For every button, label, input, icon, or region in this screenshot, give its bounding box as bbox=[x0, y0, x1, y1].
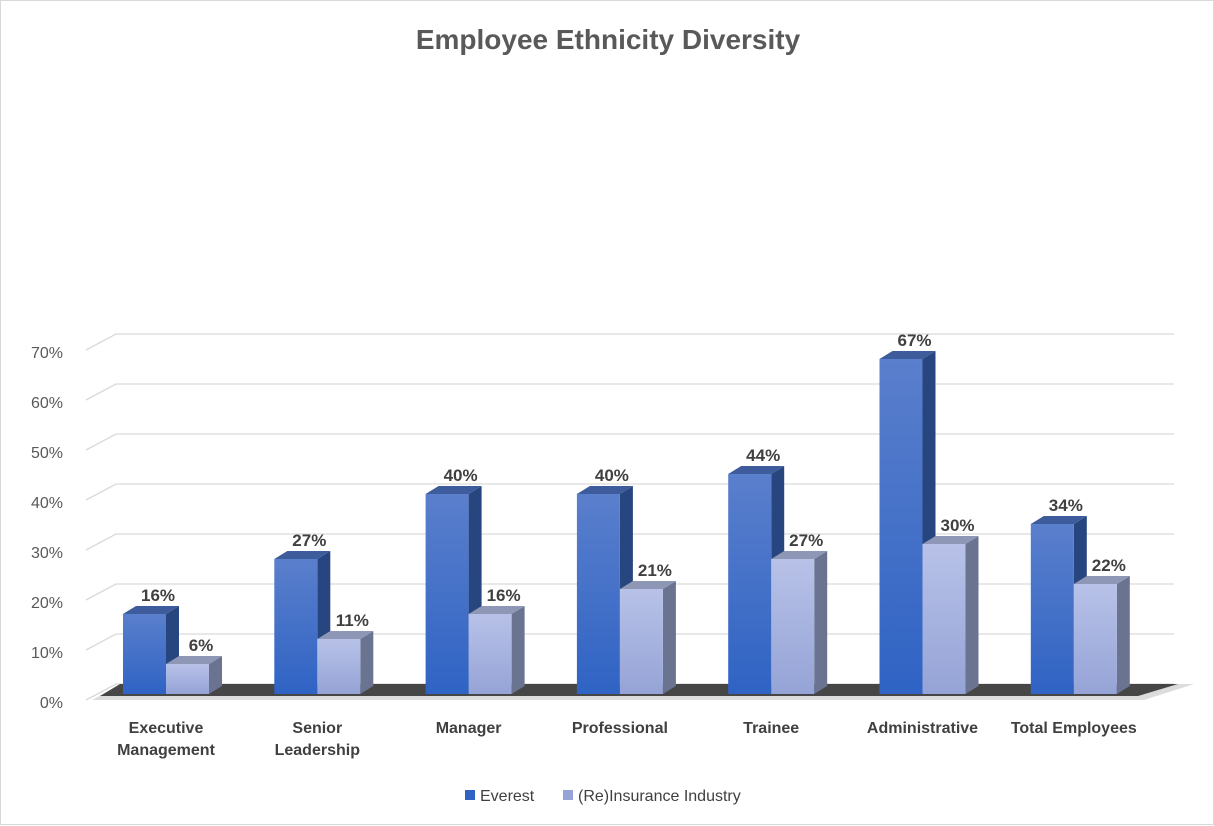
bar-industry bbox=[1073, 584, 1117, 694]
chart-title: Employee Ethnicity Diversity bbox=[416, 24, 801, 55]
bar-everest bbox=[576, 494, 620, 694]
data-label: 34% bbox=[1049, 496, 1083, 515]
data-label: 44% bbox=[746, 446, 780, 465]
y-tick-label: 20% bbox=[31, 595, 63, 612]
bar-everest bbox=[728, 474, 772, 694]
x-tick-label: Administrative bbox=[867, 720, 978, 737]
data-label: 40% bbox=[595, 466, 629, 485]
x-tick-label: Manager bbox=[436, 720, 502, 737]
bar-side bbox=[360, 631, 374, 694]
bar-top bbox=[1073, 576, 1130, 584]
bar-industry bbox=[771, 559, 815, 694]
bar-top bbox=[576, 486, 633, 494]
y-tick-label: 10% bbox=[31, 645, 63, 662]
data-label: 11% bbox=[336, 611, 369, 630]
x-tick-label: Professional bbox=[572, 720, 668, 737]
legend-label-everest: Everest bbox=[480, 788, 535, 805]
bar-top bbox=[468, 606, 525, 614]
bar-top bbox=[425, 486, 482, 494]
data-label: 27% bbox=[292, 531, 326, 550]
data-label: 22% bbox=[1092, 556, 1126, 575]
bar-everest bbox=[1030, 524, 1074, 694]
bar-top bbox=[274, 551, 331, 559]
bar-side bbox=[1116, 576, 1130, 694]
bar-top bbox=[879, 351, 936, 359]
data-label: 16% bbox=[141, 586, 175, 605]
bar-side bbox=[965, 536, 979, 694]
legend-label-industry: (Re)Insurance Industry bbox=[578, 788, 741, 805]
bar-everest bbox=[123, 614, 166, 694]
y-tick-label: 30% bbox=[31, 545, 63, 562]
gridline bbox=[85, 333, 1174, 351]
bar-side bbox=[511, 606, 525, 694]
data-label: 6% bbox=[189, 636, 214, 655]
bar-industry bbox=[468, 614, 512, 694]
bar-top bbox=[123, 606, 179, 614]
data-label: 40% bbox=[444, 466, 478, 485]
bar-top bbox=[1030, 516, 1087, 524]
y-tick-label: 70% bbox=[31, 345, 63, 362]
bar-industry bbox=[166, 664, 209, 694]
gridline bbox=[85, 383, 1174, 401]
data-label: 21% bbox=[638, 561, 672, 580]
x-tick-label: Trainee bbox=[743, 720, 799, 737]
bar-side bbox=[662, 581, 676, 694]
bar-top bbox=[922, 536, 979, 544]
gridline bbox=[85, 433, 1174, 451]
x-tick-label: Executive Management bbox=[117, 720, 215, 759]
bar-industry bbox=[922, 544, 966, 694]
bar-everest bbox=[274, 559, 318, 694]
gridline bbox=[85, 533, 1174, 551]
bar-industry bbox=[619, 589, 663, 694]
bar-top bbox=[728, 466, 785, 474]
bar-everest bbox=[879, 359, 923, 694]
bar-side bbox=[814, 551, 828, 694]
legend-swatch-industry bbox=[563, 790, 573, 800]
bar-industry bbox=[317, 639, 361, 694]
y-tick-label: 50% bbox=[31, 445, 63, 462]
data-label: 16% bbox=[487, 586, 521, 605]
bar-side bbox=[209, 656, 222, 694]
gridline bbox=[85, 483, 1174, 501]
y-tick-label: 0% bbox=[40, 695, 63, 712]
bar-top bbox=[619, 581, 676, 589]
y-tick-label: 60% bbox=[31, 395, 63, 412]
data-label: 30% bbox=[940, 516, 974, 535]
bar-top bbox=[166, 656, 222, 664]
x-tick-label: Senior Leadership bbox=[275, 720, 361, 759]
bar-top bbox=[317, 631, 374, 639]
legend-swatch-everest bbox=[465, 790, 475, 800]
x-tick-label: Total Employees bbox=[1011, 720, 1137, 737]
bar-everest bbox=[425, 494, 469, 694]
bar-top bbox=[771, 551, 828, 559]
y-tick-label: 40% bbox=[31, 495, 63, 512]
data-label: 27% bbox=[789, 531, 823, 550]
data-label: 67% bbox=[897, 331, 931, 350]
